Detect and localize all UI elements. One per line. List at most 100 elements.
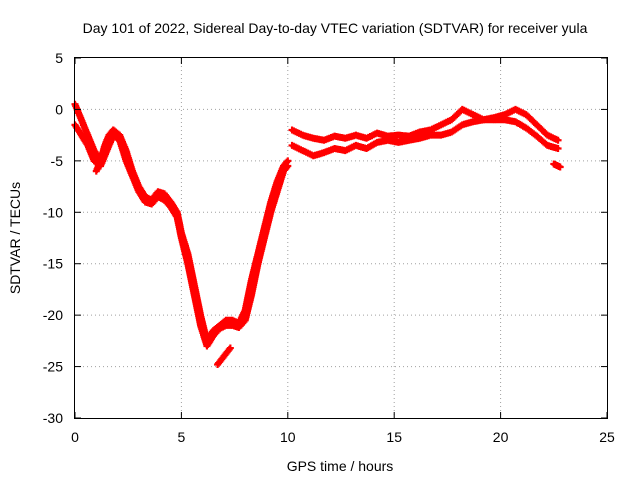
y-tick-label: -30 <box>43 410 63 426</box>
data-point-fill <box>513 106 528 118</box>
x-tick-label: 10 <box>280 429 296 445</box>
data-point-fill <box>267 190 281 214</box>
data-point-fill <box>545 142 560 152</box>
data-point-fill <box>123 159 136 179</box>
y-tick-label: -5 <box>51 153 64 169</box>
data-point-fill <box>230 317 241 327</box>
chart-title: Day 101 of 2022, Sidereal Day-to-day VTE… <box>83 20 588 36</box>
series-marks <box>550 160 564 171</box>
data-point-fill <box>274 169 287 194</box>
data-point-fill <box>534 133 550 148</box>
data-point-fill <box>248 262 262 297</box>
data-point-fill <box>191 293 204 327</box>
data-point-fill <box>524 112 539 128</box>
data-point-fill <box>428 122 443 133</box>
data-point-fill <box>184 262 198 297</box>
y-tick-label: -15 <box>43 256 63 272</box>
data-point-fill <box>224 316 235 324</box>
series-marks <box>288 105 562 144</box>
data-point-fill <box>311 149 326 159</box>
data-point-fill <box>396 131 411 140</box>
x-tick-label: 20 <box>493 429 509 445</box>
data-point-fill <box>218 354 227 363</box>
data-point-fill <box>230 322 241 331</box>
data-point-fill <box>281 158 291 169</box>
data-point-fill <box>161 191 174 205</box>
data-point-fill <box>439 117 454 128</box>
x-tick-label: 5 <box>178 429 186 445</box>
data-point-fill <box>534 122 550 138</box>
data-point-fill <box>503 106 518 118</box>
x-tick-label: 0 <box>71 429 79 445</box>
data-point-fill <box>78 117 91 137</box>
data-point-fill <box>168 205 180 220</box>
data-point-fill <box>78 133 91 148</box>
series-marks <box>92 126 117 175</box>
data-point-fill <box>93 159 104 173</box>
data-point-fill <box>375 137 390 146</box>
data-point-fill <box>281 163 291 174</box>
data-point-fill <box>162 197 173 210</box>
data-point-fill <box>364 139 380 152</box>
data-point-fill <box>524 125 539 139</box>
data-point-fill <box>555 163 563 170</box>
data-point-fill <box>242 292 255 322</box>
y-tick-label: -20 <box>43 307 63 323</box>
plot-frame <box>74 57 608 419</box>
data-point-fill <box>102 133 112 148</box>
y-axis-label: SDTVAR / TECUs <box>7 182 23 294</box>
axis-ticks: 0 5 10 15 20 25 -30 -25 -20 -15 -10 -5 0 5 <box>43 50 615 445</box>
data-point-fill <box>290 142 305 154</box>
data-point-fill <box>116 138 129 163</box>
data-point-fill <box>224 321 235 329</box>
y-tick-label: 0 <box>55 101 63 117</box>
data-point-fill <box>178 236 191 266</box>
data-point-fill <box>215 358 224 367</box>
data-point-fill <box>85 133 97 153</box>
data-point-fill <box>460 106 475 118</box>
data-point-fill <box>428 131 443 139</box>
data-point-fill <box>136 189 148 204</box>
data-point-fill <box>72 122 84 138</box>
data-point-fill <box>224 345 233 355</box>
data-point-fill <box>396 137 411 146</box>
data-marks <box>71 100 564 369</box>
data-point-fill <box>322 145 337 156</box>
data-point-fill <box>322 133 337 144</box>
data-point-fill <box>375 130 390 140</box>
data-point-fill <box>236 318 248 330</box>
data-point-fill <box>156 188 167 197</box>
data-point-fill <box>97 143 108 163</box>
data-point-fill <box>129 174 142 194</box>
y-tick-label: 5 <box>55 50 63 66</box>
data-point-fill <box>211 326 222 338</box>
data-point-fill <box>545 132 560 143</box>
data-point-fill <box>343 132 358 142</box>
data-point-fill <box>174 215 185 240</box>
data-point-fill <box>261 210 274 240</box>
series-marks <box>288 116 562 160</box>
data-point-fill <box>255 236 268 266</box>
data-point-fill <box>439 129 454 139</box>
data-point-fill <box>143 194 154 203</box>
y-tick-label: -25 <box>43 359 63 375</box>
series-marks <box>214 344 234 369</box>
data-point-fill <box>481 116 496 124</box>
data-point-fill <box>290 127 305 138</box>
data-point-fill <box>85 143 97 163</box>
data-point-fill <box>513 119 529 131</box>
x-tick-label: 15 <box>386 429 402 445</box>
data-point-fill <box>418 126 433 136</box>
data-point-fill <box>143 199 154 207</box>
data-point-fill <box>106 127 116 138</box>
data-point-fill <box>156 194 167 203</box>
data-point-fill <box>221 350 230 359</box>
data-point-fill <box>343 142 358 154</box>
data-point-fill <box>449 122 465 135</box>
x-axis-label: GPS time / hours <box>287 458 394 474</box>
x-tick-label: 25 <box>599 429 615 445</box>
data-point-fill <box>217 322 228 332</box>
data-point-fill <box>204 333 216 348</box>
data-point-fill <box>111 132 122 143</box>
